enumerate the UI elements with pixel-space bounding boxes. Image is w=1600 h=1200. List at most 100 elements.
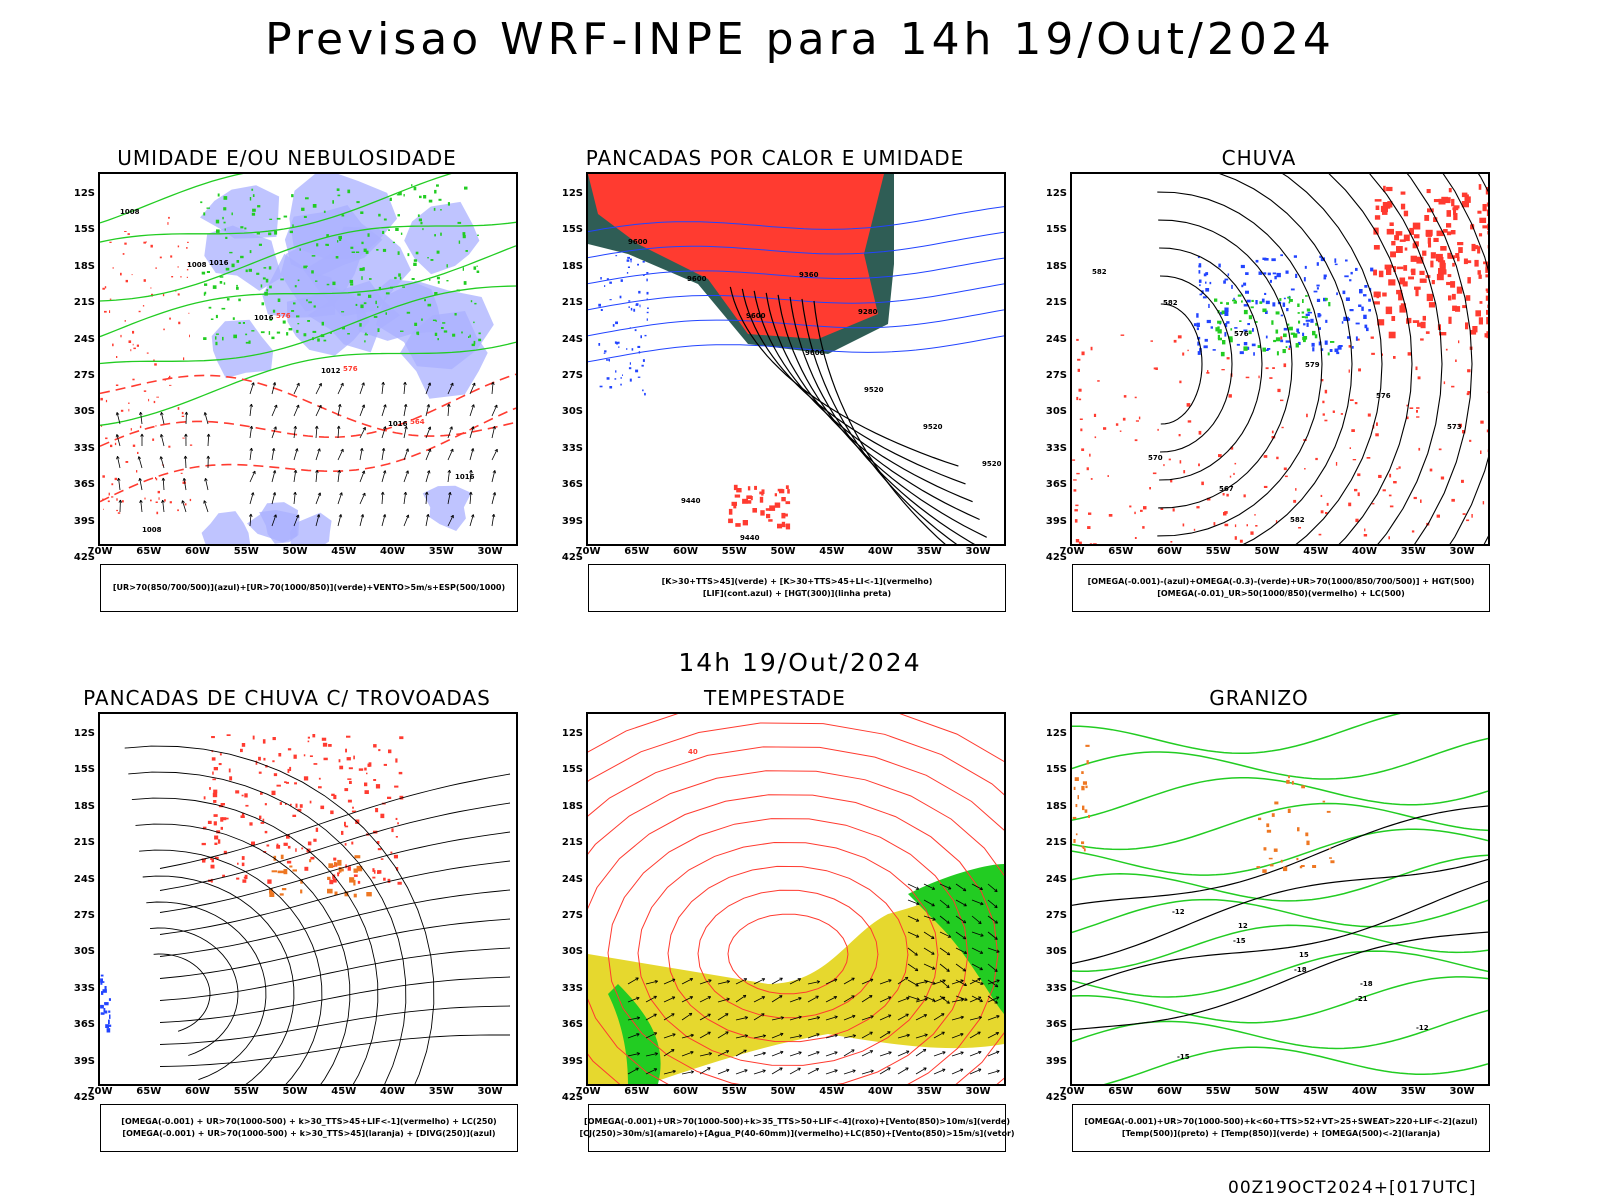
humidity-green-speck (272, 309, 276, 313)
humidity-green-speck (465, 250, 468, 252)
wind-vector (971, 883, 983, 890)
temp850-contour (1072, 898, 1488, 934)
wind-vector (183, 478, 187, 491)
rain-red-speck (1388, 536, 1390, 540)
humidity-green-speck (305, 197, 309, 200)
humidity-green-speck (378, 213, 381, 217)
wind-vector-head (869, 978, 874, 982)
wind-vector-head (870, 1015, 874, 1019)
omega500-orange-speck (1286, 779, 1290, 784)
wind-vector-head (996, 1069, 1000, 1073)
wind-vector-head (978, 920, 982, 925)
wind-vector (717, 1013, 729, 1021)
rain-red-speck (1374, 215, 1381, 220)
humidity-green-speck (252, 208, 256, 212)
humidity-green-speck (206, 271, 210, 273)
latitude-tick: 24S (561, 873, 583, 885)
omega-blue-speck (1251, 343, 1256, 347)
contour-label: 582 (1163, 299, 1178, 307)
rain-red-speck (1081, 448, 1085, 451)
latitude-tick: 15S (1045, 224, 1067, 236)
storm-red-speck (260, 792, 263, 795)
contour-label: -18 (1294, 966, 1307, 974)
wind-vector (753, 1052, 766, 1057)
omega-blue-speck (1274, 275, 1277, 280)
omega-blue-speck (1318, 327, 1321, 330)
humidity-green-speck (394, 276, 397, 280)
divergence-blue-speck (106, 1028, 111, 1033)
storm-red-speck (377, 872, 380, 874)
rain-red-speck (1422, 315, 1426, 321)
rain-red-speck (1186, 403, 1191, 407)
latitude-tick: 30S (73, 946, 95, 958)
rain-red-speck (1374, 291, 1379, 295)
storm-red-speck (341, 830, 344, 835)
red-speck (120, 334, 122, 338)
wind-vector-head (942, 979, 946, 983)
storm-orange-speck (271, 870, 278, 873)
wind-vector (939, 899, 950, 908)
red-speck (128, 402, 130, 404)
storm-red-speck (241, 812, 245, 817)
longitude-tick: 60W (185, 546, 210, 557)
rain-red-speck (1457, 256, 1460, 262)
red-speck (189, 444, 193, 446)
storm-red-speck (310, 856, 315, 860)
longitude-tick: 30W (965, 1086, 991, 1097)
storm-red-speck (276, 843, 279, 848)
storm-red-speck (258, 771, 262, 774)
wind-vector-head (337, 403, 342, 408)
red-speck (178, 321, 181, 325)
rain-red-speck (1450, 281, 1456, 288)
rain-red-speck (1134, 537, 1137, 539)
wind-vector-head (672, 1033, 676, 1037)
hgt500-contour (1159, 275, 1233, 453)
rain-red-speck (1407, 352, 1412, 356)
wind-vector-head (994, 920, 998, 924)
wind-vector (987, 883, 998, 893)
lif-blue-speck (628, 300, 631, 302)
longitude-tick: 55W (721, 1086, 747, 1097)
humidity-green-speck (225, 267, 230, 271)
rain-red-speck (1389, 505, 1394, 508)
humidity-green-speck (414, 322, 418, 326)
wind-vector-head (744, 1069, 748, 1073)
red-speck (783, 523, 786, 528)
wind-vector (645, 1068, 657, 1075)
humidity-green-speck (332, 281, 336, 286)
rain-red-speck (1461, 479, 1464, 483)
wind-vector (843, 995, 855, 1003)
contour-label: 9600 (687, 275, 707, 283)
wind-vector-head (450, 514, 454, 519)
wind-vector (447, 492, 451, 505)
red-speck (128, 340, 132, 343)
latitude-tick: 33S (1045, 442, 1067, 454)
wind-vector (447, 426, 453, 439)
wind-vector (315, 383, 322, 395)
humidity-green-speck (369, 278, 372, 280)
storm-red-speck (387, 878, 391, 883)
rain-red-speck (1451, 385, 1455, 388)
storm-orange-speck (366, 892, 372, 897)
omega500-orange-speck (1266, 823, 1270, 828)
humidity-green-speck (355, 303, 358, 306)
red-speck (183, 357, 185, 361)
humidity-green-speck (231, 263, 235, 268)
storm-orange-speck (277, 870, 284, 874)
humidity-green-speck (222, 336, 224, 341)
wind-vector (249, 382, 255, 395)
humidity-green-speck (223, 207, 227, 211)
rain-red-speck (1485, 267, 1488, 273)
rain-red-speck (1448, 316, 1452, 324)
rain-red-speck (1276, 456, 1279, 460)
humidity-green-speck (473, 266, 477, 270)
humidity-green-speck (443, 330, 448, 333)
omega500-orange-speck (1081, 841, 1085, 845)
wind-vector (663, 1049, 675, 1057)
red-speck (781, 512, 786, 519)
storm-red-speck (260, 822, 265, 824)
storm-red-speck (292, 814, 297, 817)
lif-blue-speck (642, 260, 645, 263)
wind-vector (160, 456, 165, 469)
omega-blue-speck (1208, 303, 1210, 308)
